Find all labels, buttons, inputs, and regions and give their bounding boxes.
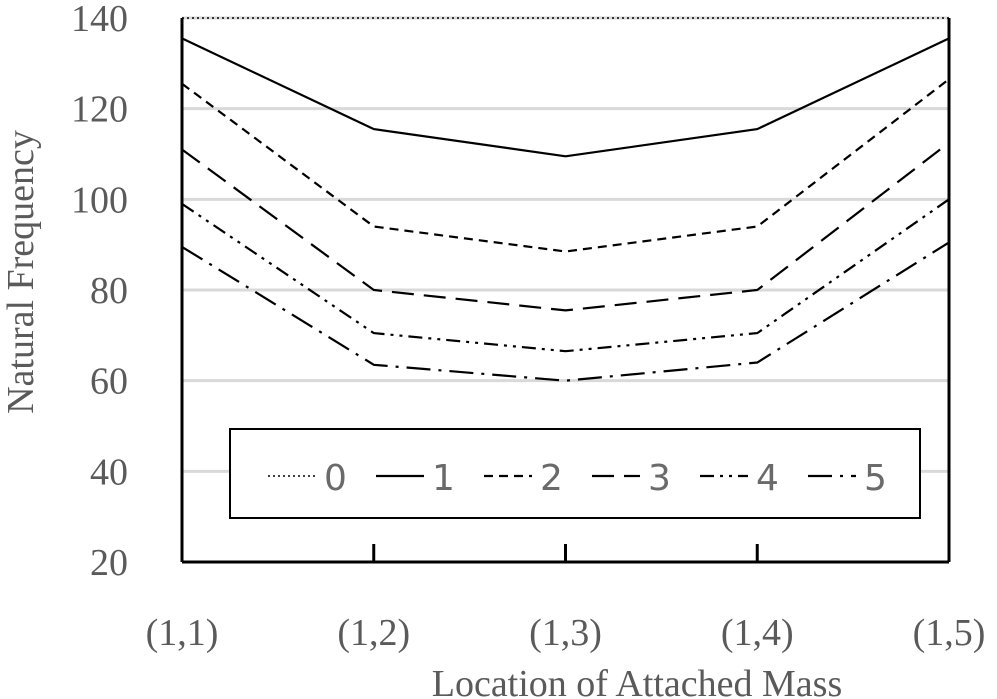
- legend-label-4: 4: [756, 458, 779, 499]
- y-tick-label: 40: [90, 451, 128, 493]
- series-line-3: [181, 141, 950, 312]
- y-axis-title: Natural Frequency: [0, 130, 42, 414]
- series-lines: [181, 17, 950, 382]
- x-tick-label: (1,3): [529, 612, 602, 654]
- x-axis-title: Location of Attached Mass: [432, 663, 843, 699]
- series-line-4: [181, 198, 950, 353]
- y-tick-label: 80: [90, 270, 128, 312]
- y-tick-label: 20: [90, 542, 128, 584]
- series-line-2: [181, 78, 950, 253]
- series-line-1: [181, 37, 950, 158]
- x-tick-label: (1,2): [337, 612, 410, 654]
- legend-label-3: 3: [648, 458, 671, 499]
- x-tick-label: (1,5): [913, 612, 986, 654]
- x-tick-label: (1,4): [721, 612, 794, 654]
- legend: 0 1 2 3 4 5: [229, 428, 921, 519]
- y-tick-label: 140: [71, 0, 128, 40]
- legend-label-5: 5: [864, 458, 887, 499]
- x-tick-label: (1,1): [146, 612, 219, 654]
- x-tick-labels: (1,1) (1,2) (1,3) (1,4) (1,5): [146, 612, 986, 654]
- axes: [180, 18, 951, 564]
- y-tick-label: 100: [71, 179, 128, 221]
- legend-label-0: 0: [324, 458, 347, 499]
- y-tick-label: 120: [71, 89, 128, 131]
- y-tick-labels: 20 40 60 80 100 120 140: [71, 0, 128, 584]
- series-line-5: [181, 241, 950, 382]
- legend-label-2: 2: [540, 458, 563, 499]
- gridlines: [182, 16, 949, 473]
- y-tick-label: 60: [90, 361, 128, 403]
- legend-box: [229, 428, 921, 519]
- legend-label-1: 1: [432, 458, 455, 499]
